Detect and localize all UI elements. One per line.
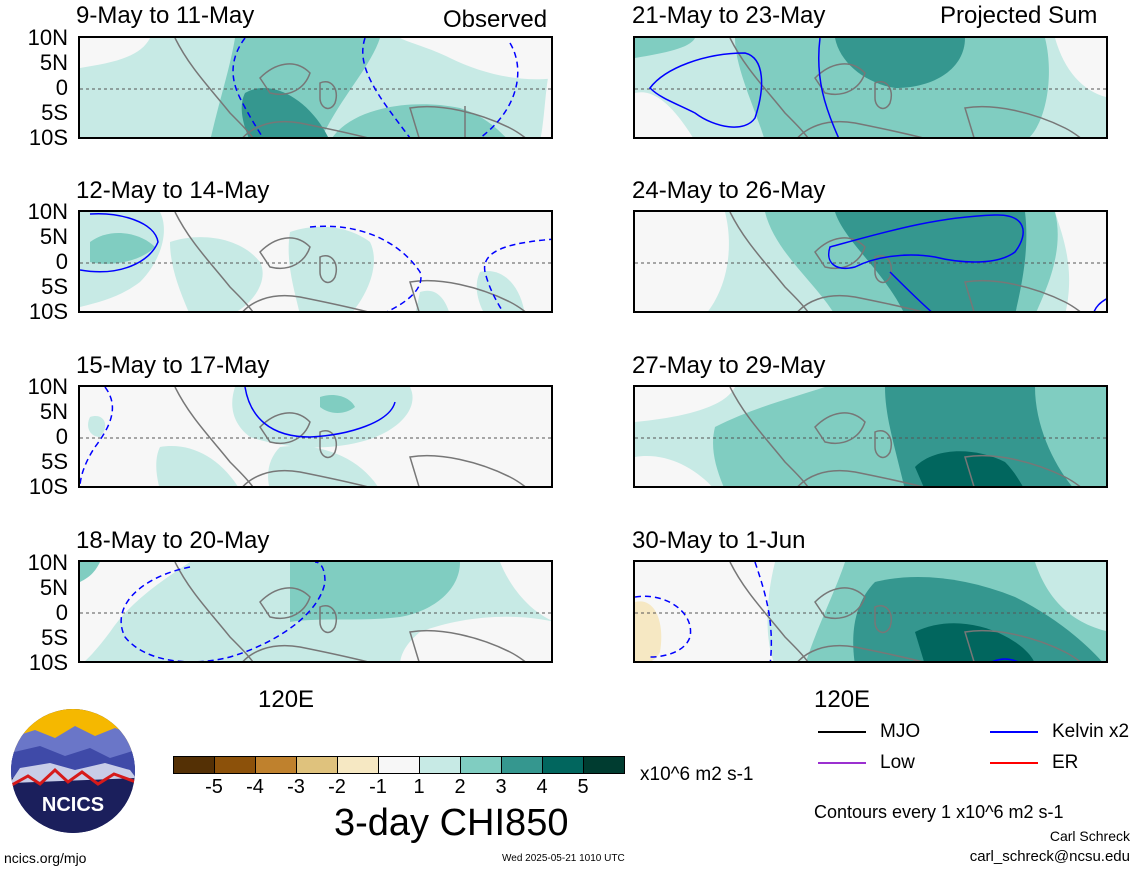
legend-label: ER	[1052, 752, 1079, 773]
map-panel-15-may	[78, 385, 553, 488]
legend-swatch	[990, 731, 1038, 733]
lon-label: 120E	[814, 686, 871, 713]
lon-label: 120E	[258, 686, 315, 713]
ncics-logo: NCICS	[10, 708, 136, 834]
contour-note: Contours every 1 x10^6 m2 s-1	[814, 802, 1064, 822]
lat-label: 5S	[41, 625, 68, 650]
panel-title: 30-May to 1-Jun	[632, 527, 806, 554]
lat-label: 10N	[27, 374, 68, 399]
lat-label: 5S	[41, 449, 68, 474]
colorbar-tick: -3	[287, 776, 305, 798]
lat-label: 0	[55, 600, 68, 625]
panel-title: 27-May to 29-May	[632, 352, 826, 379]
map-panel-27-may	[633, 385, 1108, 488]
lat-label: 5N	[39, 575, 68, 600]
site-link[interactable]: ncics.org/mjo	[4, 850, 87, 866]
colorbar-swatch	[173, 756, 215, 774]
colorbar-tick: -2	[328, 776, 346, 798]
observed-label: Observed	[443, 6, 548, 33]
chart-title: 3-day CHI850	[334, 802, 569, 844]
panel-title: 18-May to 20-May	[76, 527, 270, 554]
colorbar-tick: 2	[454, 776, 466, 798]
map-panel-18-may	[78, 560, 553, 663]
author: Carl Schreck	[1049, 828, 1130, 844]
colorbar-swatch	[378, 756, 420, 774]
colorbar-swatch	[255, 756, 297, 774]
lat-label: 5S	[41, 274, 68, 299]
lat-label: 0	[55, 75, 68, 100]
lat-label: 10N	[27, 25, 68, 50]
lat-label: 5N	[39, 50, 68, 75]
colorbar-swatch	[583, 756, 625, 774]
legend-swatch	[990, 762, 1038, 764]
lat-label: 10S	[28, 474, 68, 499]
map-panel-9-may	[78, 36, 553, 139]
colorbar-tick: 5	[577, 776, 589, 798]
map-panel-12-may	[78, 210, 553, 313]
legend-swatch	[818, 731, 866, 733]
map-panel-21-may	[633, 36, 1108, 139]
lat-label: 5S	[41, 100, 68, 125]
legend-mjo: MJO	[818, 721, 920, 743]
legend-label: Kelvin x2	[1052, 721, 1130, 742]
lat-label: 0	[55, 424, 68, 449]
panel-title: 21-May to 23-May	[632, 2, 826, 29]
colorbar-tick: -1	[369, 776, 387, 798]
legend-label: MJO	[880, 721, 921, 742]
colorbar-tick: 1	[413, 776, 425, 798]
legend-label: Low	[880, 752, 915, 773]
timestamp: Wed 2025-05-21 1010 UTC	[502, 853, 625, 864]
colorbar-swatch	[214, 756, 256, 774]
colorbar-tick: -5	[205, 776, 223, 798]
lat-label: 10S	[28, 299, 68, 324]
colorbar-units: x10^6 m2 s-1	[640, 764, 754, 785]
lat-label: 10N	[27, 550, 68, 575]
panel-title: 12-May to 14-May	[76, 177, 270, 204]
projected-label: Projected Sum	[940, 2, 1098, 29]
colorbar-tick: 4	[536, 776, 548, 798]
panel-title: 15-May to 17-May	[76, 352, 270, 379]
map-panel-30-may	[633, 560, 1108, 663]
lat-label: 0	[55, 249, 68, 274]
panel-title: 9-May to 11-May	[76, 2, 255, 29]
colorbar-swatch	[542, 756, 584, 774]
colorbar-swatch	[501, 756, 543, 774]
map-panel-24-may	[633, 210, 1108, 313]
colorbar-swatch	[296, 756, 338, 774]
colorbar-swatch	[419, 756, 461, 774]
legend-er: ER	[990, 752, 1078, 774]
lat-label: 5N	[39, 224, 68, 249]
logo-text: NCICS	[42, 794, 104, 816]
legend-low: Low	[818, 752, 915, 774]
legend-swatch	[818, 762, 866, 764]
colorbar-tick: -4	[246, 776, 264, 798]
lat-label: 10S	[28, 125, 68, 150]
author-email: carl_schreck@ncsu.edu	[969, 848, 1130, 865]
colorbar-tick: 3	[495, 776, 507, 798]
colorbar-swatch	[460, 756, 502, 774]
lat-label: 5N	[39, 399, 68, 424]
lat-label: 10S	[28, 650, 68, 675]
panel-title: 24-May to 26-May	[632, 177, 826, 204]
colorbar-swatch	[337, 756, 379, 774]
lat-label: 10N	[27, 199, 68, 224]
legend-kelvin: Kelvin x2	[990, 721, 1129, 743]
